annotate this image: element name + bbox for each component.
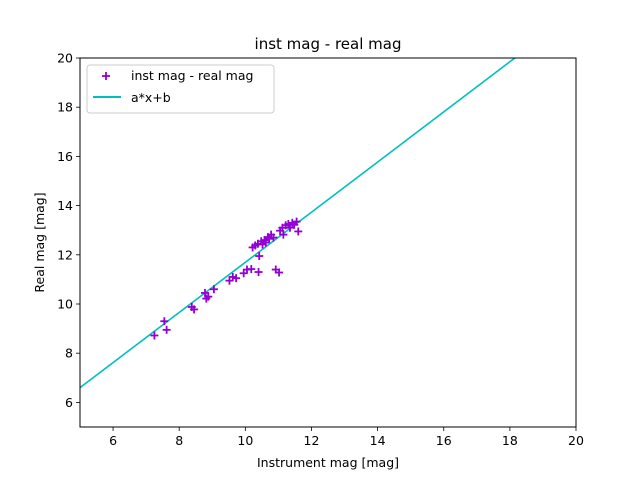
y-tick-label: 10 [57,297,73,312]
data-point [285,223,294,232]
data-point [204,292,213,301]
chart-title: inst mag - real mag [255,35,402,53]
x-tick-label: 14 [370,433,386,448]
legend-label-line: a*x+b [131,90,171,105]
legend: inst mag - real mag a*x+b [86,64,275,114]
y-tick-label: 8 [65,346,73,361]
y-axis: 6 8 10 12 14 16 18 20 [57,51,80,410]
data-point [292,217,301,226]
axes-frame [79,57,577,428]
x-tick-label: 10 [237,433,253,448]
y-tick-label: 6 [65,395,73,410]
legend-label-scatter: inst mag - real mag [131,68,253,83]
y-tick-label: 20 [57,51,73,66]
x-tick-label: 12 [304,433,320,448]
data-point [162,325,171,334]
legend-marker-scatter [102,72,110,80]
x-tick-label: 6 [109,433,117,448]
x-axis: 6 8 10 12 14 16 18 20 [109,427,584,448]
y-axis-label: Real mag [mag] [32,192,47,292]
data-point [279,230,288,239]
data-point [255,252,264,261]
legend-box [86,64,275,114]
data-point [160,317,169,326]
data-point [275,268,284,277]
x-tick-label: 20 [568,433,584,448]
y-tick-label: 18 [57,100,73,115]
x-tick-label: 18 [502,433,518,448]
x-axis-label: Instrument mag [mag] [257,455,399,470]
y-tick-label: 16 [57,149,73,164]
data-point [232,274,241,283]
data-point [150,331,159,340]
x-tick-label: 16 [436,433,452,448]
data-point [190,305,199,314]
data-point [269,233,278,242]
plot-area [80,58,516,389]
y-tick-label: 12 [57,247,73,262]
data-point [247,265,256,274]
data-point [254,268,263,277]
data-point [265,234,274,243]
data-point [209,285,218,294]
y-tick-label: 14 [57,198,73,213]
x-tick-label: 8 [175,433,183,448]
data-point [294,227,303,236]
